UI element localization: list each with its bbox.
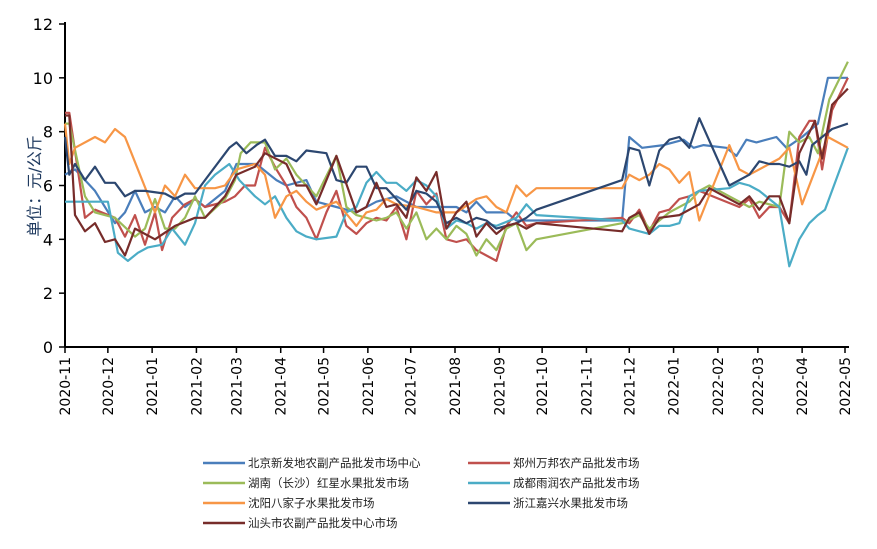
x-tick-label: 2020-12 [101, 357, 117, 416]
legend-item: 湖南（长沙）红星水果批发市场 [203, 476, 409, 490]
x-tick-label: 2021-05 [317, 357, 333, 416]
x-tick-label: 2021-10 [535, 357, 551, 416]
x-tick-label: 2021-07 [404, 357, 420, 416]
legend-item: 沈阳八家子水果批发市场 [203, 496, 375, 510]
x-tick-label: 2022-05 [838, 357, 854, 416]
legend-label: 湖南（长沙）红星水果批发市场 [248, 476, 409, 490]
y-tick-label: 0 [43, 338, 53, 357]
y-tick-label: 4 [43, 230, 53, 249]
x-tick-label: 2022-01 [667, 357, 683, 416]
legend-label: 浙江嘉兴水果批发市场 [513, 496, 628, 510]
x-tick-label: 2021-04 [274, 357, 290, 416]
y-tick-label: 10 [33, 69, 53, 88]
x-tick-label: 2021-01 [145, 357, 161, 416]
y-axis-label: 单位：元/公斤 [25, 135, 44, 236]
legend-item: 郑州万邦农产品批发市场 [468, 456, 640, 470]
legend-item: 成都雨润农产品批发市场 [468, 476, 640, 490]
y-tick-label: 2 [43, 284, 53, 303]
legend-item: 汕头市农副产品批发中心市场 [203, 516, 398, 530]
x-tick-label: 2021-11 [579, 357, 595, 416]
series-lines [63, 61, 849, 268]
x-tick-label: 2021-08 [448, 357, 464, 416]
x-tick-label: 2021-03 [229, 357, 245, 416]
x-tick-label: 2021-06 [361, 357, 377, 416]
x-tick-label: 2021-02 [189, 357, 205, 416]
x-tick-label: 2022-04 [795, 357, 811, 416]
y-tick-label: 12 [33, 15, 53, 34]
legend-label: 沈阳八家子水果批发市场 [248, 496, 375, 510]
legend-label: 北京新发地农副产品批发市场中心 [248, 456, 421, 470]
x-tick-label: 2022-03 [751, 357, 767, 416]
x-tick-label: 2020-11 [58, 357, 74, 416]
x-axis: 2020-11 2020-12 2021-01 2021-02 2021-03 2021-… [58, 346, 854, 416]
x-tick-label: 2022-02 [711, 357, 727, 416]
legend: 北京新发地农副产品批发市场中心 郑州万邦农产品批发市场湖南（长沙）红星水果批发市场… [203, 456, 640, 530]
legend-item: 北京新发地农副产品批发市场中心 [203, 456, 421, 470]
series-line [65, 77, 849, 262]
y-tick-label: 8 [43, 123, 53, 142]
legend-label: 成都雨润农产品批发市场 [513, 476, 640, 490]
legend-item: 浙江嘉兴水果批发市场 [468, 496, 628, 510]
legend-label: 汕头市农副产品批发中心市场 [248, 516, 398, 530]
x-tick-label: 2021-12 [622, 357, 638, 416]
series-line [65, 61, 849, 257]
series-line [65, 87, 849, 257]
legend-label: 郑州万邦农产品批发市场 [513, 456, 640, 470]
series-line [63, 123, 849, 227]
x-tick-label: 2021-09 [492, 357, 508, 416]
y-axis: 0 2 4 6 8 10 12 [33, 15, 66, 357]
y-tick-label: 6 [43, 177, 53, 196]
